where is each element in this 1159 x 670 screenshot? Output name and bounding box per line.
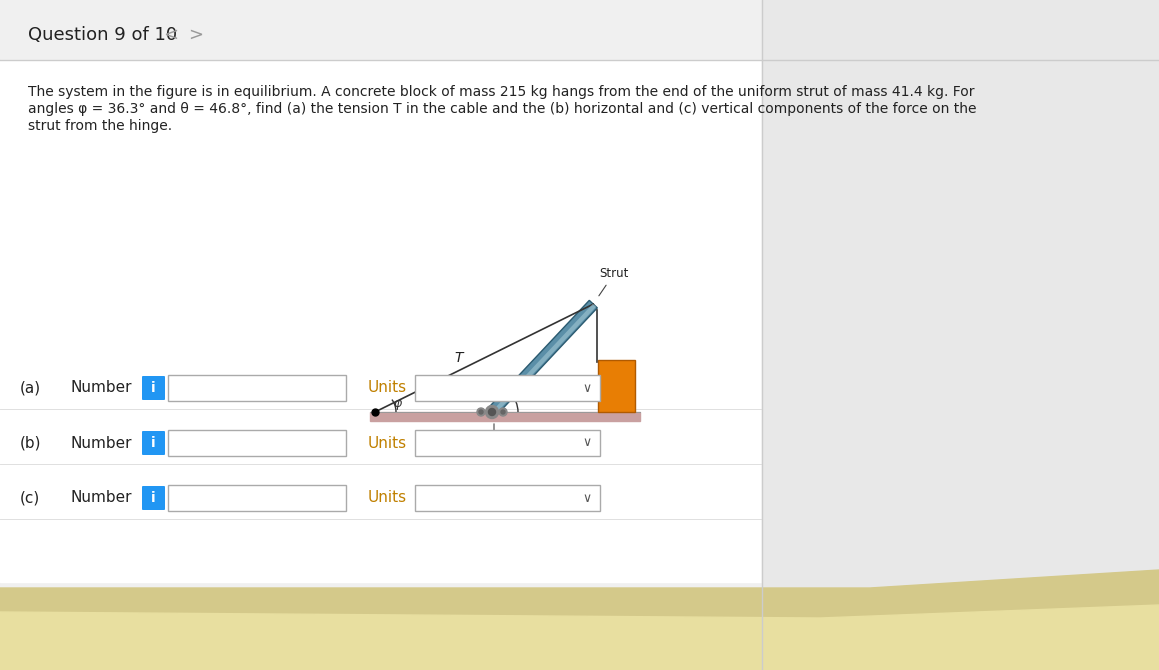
Text: Number: Number [70,381,131,395]
Text: i: i [151,491,155,505]
Text: φ: φ [394,397,402,409]
Text: (c): (c) [20,490,41,505]
Bar [370,412,640,421]
Bar [0,0,1159,60]
Text: <: < [163,26,178,44]
Bar [761,0,1159,670]
FancyBboxPatch shape [168,485,347,511]
FancyBboxPatch shape [143,376,165,400]
FancyBboxPatch shape [415,430,600,456]
Text: Strut: Strut [599,267,628,296]
Text: (b): (b) [20,436,42,450]
Polygon shape [0,605,1159,670]
Text: >: > [188,26,203,44]
Circle shape [500,408,506,416]
FancyBboxPatch shape [415,485,600,511]
FancyBboxPatch shape [143,431,165,455]
Polygon shape [0,570,1159,670]
Text: Units: Units [369,490,407,505]
Text: Units: Units [369,436,407,450]
Text: θ: θ [518,389,526,401]
Text: Number: Number [70,436,131,450]
Text: i: i [151,381,155,395]
Text: ∨: ∨ [583,492,591,505]
Bar [598,360,635,412]
Text: Number: Number [70,490,131,505]
Text: angles φ = 36.3° and θ = 46.8°, find (a) the tension T in the cable and the (b) : angles φ = 36.3° and θ = 46.8°, find (a)… [28,102,977,116]
Circle shape [501,410,505,414]
Bar [0,60,761,582]
Text: i: i [151,436,155,450]
Circle shape [486,405,498,419]
Circle shape [488,409,496,415]
Text: ∨: ∨ [583,436,591,450]
Text: Question 9 of 10: Question 9 of 10 [28,26,177,44]
Polygon shape [488,300,597,416]
FancyBboxPatch shape [143,486,165,510]
FancyBboxPatch shape [168,375,347,401]
Circle shape [478,408,484,416]
Text: Units: Units [369,381,407,395]
Text: T: T [454,350,462,364]
FancyBboxPatch shape [415,375,600,401]
Text: –Hinge: –Hinge [474,424,515,455]
Text: strut from the hinge.: strut from the hinge. [28,119,173,133]
Text: The system in the figure is in equilibrium. A concrete block of mass 215 kg hang: The system in the figure is in equilibri… [28,85,975,99]
Text: (a): (a) [20,381,41,395]
Circle shape [479,410,483,414]
FancyBboxPatch shape [168,430,347,456]
Polygon shape [491,304,596,415]
Text: ∨: ∨ [583,381,591,395]
